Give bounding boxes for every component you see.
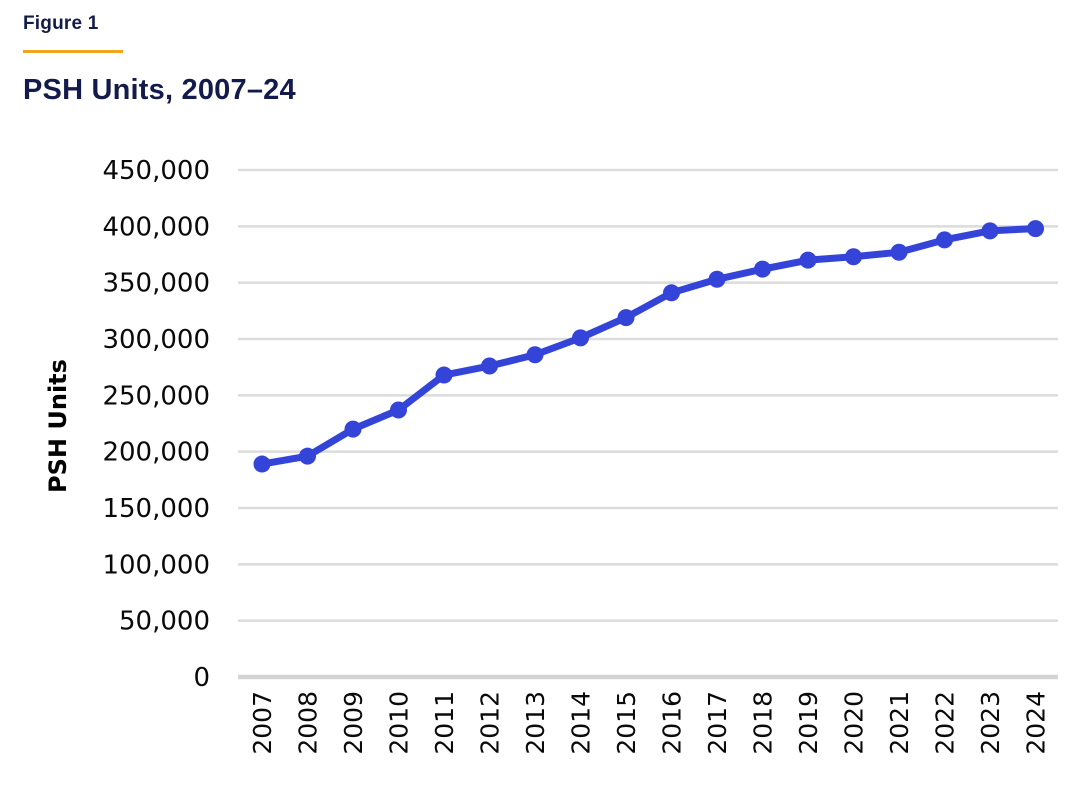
x-tick-label: 2020 <box>840 691 869 755</box>
data-point-2021 <box>890 243 908 261</box>
data-point-2016 <box>663 284 680 302</box>
x-tick-label: 2017 <box>703 691 732 755</box>
x-tick-label: 2021 <box>885 691 914 755</box>
y-tick-label: 300,000 <box>102 325 210 355</box>
x-tick-label: 2013 <box>521 691 550 755</box>
x-tick-label: 2012 <box>476 691 505 755</box>
x-tick-label: 2008 <box>294 691 323 755</box>
x-tick-label: 2024 <box>1022 691 1051 755</box>
x-tick-label: 2018 <box>749 691 778 755</box>
x-tick-label: 2007 <box>248 691 277 755</box>
figure-label: Figure 1 <box>23 13 99 34</box>
y-tick-label: 150,000 <box>102 494 210 524</box>
data-point-2008 <box>299 447 316 465</box>
y-tick-label: 450,000 <box>102 156 210 186</box>
x-tick-label: 2019 <box>794 691 823 755</box>
y-tick-label: 50,000 <box>119 607 210 637</box>
data-point-2018 <box>754 260 771 278</box>
data-point-2012 <box>481 357 498 375</box>
x-tick-label: 2009 <box>339 691 368 755</box>
y-tick-label: 100,000 <box>102 550 210 580</box>
y-axis-title: PSH Units <box>44 359 72 493</box>
figure-accent-rule <box>23 50 123 53</box>
y-tick-label: 0 <box>193 663 210 693</box>
data-point-2014 <box>572 329 589 347</box>
chart-title: PSH Units, 2007–24 <box>23 74 296 106</box>
data-point-2013 <box>526 346 544 364</box>
y-tick-label: 400,000 <box>102 212 210 242</box>
data-point-2024 <box>1027 220 1044 238</box>
data-point-2010 <box>390 401 407 419</box>
x-tick-label: 2010 <box>385 691 414 755</box>
data-point-2022 <box>936 231 953 249</box>
y-tick-label: 350,000 <box>102 269 210 299</box>
data-point-2007 <box>253 455 271 473</box>
x-tick-label: 2016 <box>658 691 687 755</box>
data-point-2009 <box>344 420 362 438</box>
data-point-2015 <box>617 309 635 327</box>
x-tick-label: 2011 <box>430 691 459 755</box>
series-line <box>258 225 1039 468</box>
data-point-2017 <box>708 270 726 288</box>
x-tick-label: 2022 <box>931 691 960 755</box>
x-tick-label: 2015 <box>612 691 641 755</box>
data-point-2011 <box>435 366 453 384</box>
data-point-2020 <box>845 248 862 266</box>
y-tick-label: 200,000 <box>102 438 210 468</box>
data-point-2023 <box>981 222 999 240</box>
x-tick-label: 2023 <box>976 691 1005 755</box>
x-tick-label: 2014 <box>567 691 596 755</box>
data-point-2019 <box>799 251 817 269</box>
y-tick-label: 250,000 <box>102 381 210 411</box>
